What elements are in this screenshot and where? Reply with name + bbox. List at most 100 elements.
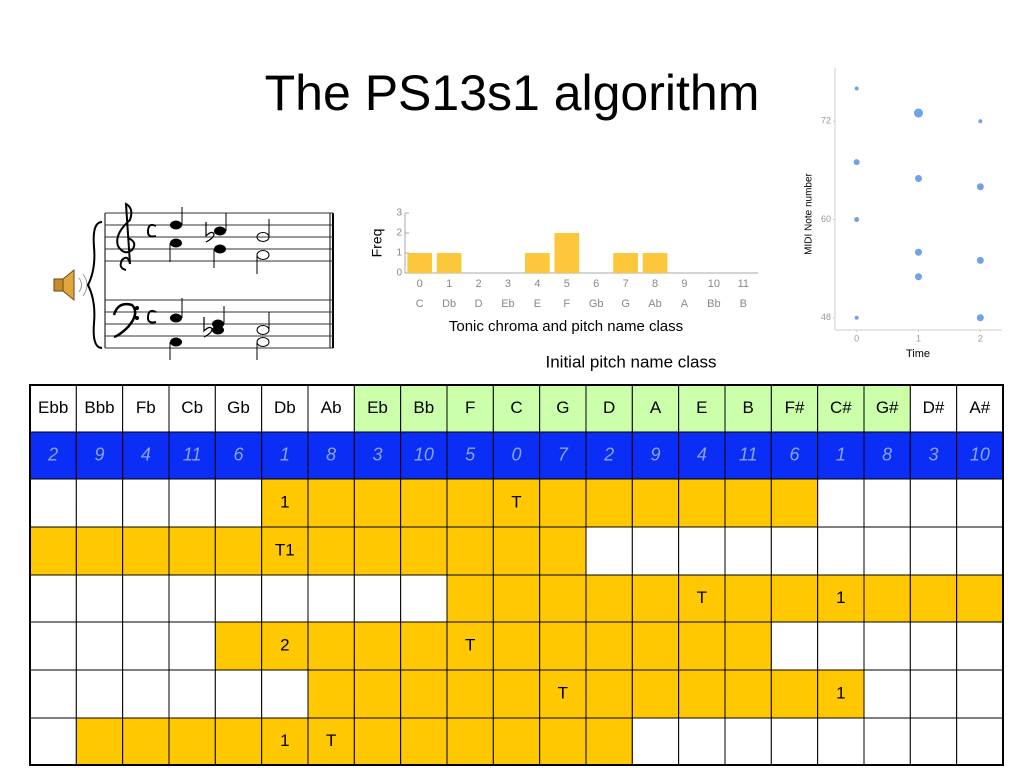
pitch-name-label: B [740, 298, 747, 310]
y-tick-label: 48 [821, 312, 831, 322]
table-cell [75, 478, 124, 528]
cell-text: T [465, 635, 475, 654]
pitch-name-label: Gb [589, 298, 604, 310]
header-text: F [465, 398, 475, 417]
table-cell [307, 669, 355, 719]
header-text: F# [785, 398, 805, 417]
data-point [854, 86, 859, 91]
table-cell [724, 717, 772, 766]
table-cell [168, 526, 216, 576]
table-cell [539, 574, 587, 623]
table-cell [724, 574, 772, 623]
pitch-name-label: Ab [648, 298, 661, 310]
table-cell [307, 526, 355, 576]
table-cell [75, 669, 124, 719]
number-text: 2 [603, 444, 614, 464]
x-tick-label: 2 [978, 333, 983, 343]
table-cell [29, 478, 77, 528]
table-cell [400, 478, 448, 528]
x-tick-label: 10 [708, 278, 720, 290]
bar [554, 233, 580, 273]
table-cell [168, 478, 216, 528]
x-tick-label: 9 [681, 278, 687, 290]
header-cell [678, 384, 726, 433]
bar [525, 253, 550, 273]
header-cell [539, 384, 587, 433]
table-cell [492, 669, 541, 719]
header-text: D# [923, 398, 945, 417]
x-tick-label: 1 [916, 333, 921, 343]
header-cell [585, 384, 633, 433]
table-cell [863, 621, 911, 671]
number-text: 6 [789, 444, 800, 464]
number-text: 11 [739, 444, 758, 464]
cell-text: T [558, 683, 568, 702]
header-text: Ab [321, 398, 342, 417]
number-cell [956, 431, 1004, 480]
table-cell [817, 669, 865, 719]
table-cell [585, 478, 633, 528]
header-cell [400, 384, 448, 433]
table-cell [446, 478, 494, 528]
table-cell [631, 526, 680, 576]
number-text: 4 [697, 444, 707, 464]
table-cell [492, 478, 541, 528]
number-cell [631, 431, 680, 480]
pitch-name-label: Bb [707, 298, 720, 310]
header-cell [492, 384, 541, 433]
table-cell [29, 669, 77, 719]
header-cell [75, 384, 124, 433]
table-cell [261, 574, 309, 623]
pitch-name-label: D [475, 298, 483, 310]
table-cell [122, 478, 170, 528]
table-cell [956, 717, 1004, 766]
number-text: 10 [414, 444, 434, 464]
table-cell [631, 621, 680, 671]
y-axis-label: Freq [369, 229, 385, 258]
table-cell [353, 478, 402, 528]
table-cell [400, 717, 448, 766]
table-cell [863, 717, 911, 766]
data-point [853, 159, 860, 166]
header-cell [214, 384, 263, 433]
table-cell [122, 526, 170, 576]
header-text: Bb [413, 398, 434, 417]
x-tick-label: 5 [564, 278, 570, 290]
table-cell [29, 574, 77, 623]
data-point [914, 108, 923, 118]
x-axis-label: Tonic chroma and pitch name class [449, 318, 683, 335]
cell-text: 1 [836, 683, 845, 702]
x-axis-label: Time [906, 348, 930, 360]
table-cell [678, 717, 726, 766]
x-tick-label: 3 [505, 278, 511, 290]
table-cell [29, 526, 77, 576]
bar [407, 253, 433, 273]
x-tick-label: 0 [854, 333, 859, 343]
header-text: A [650, 398, 662, 417]
table-cell [214, 574, 263, 623]
table-cell [585, 669, 633, 719]
number-text: 8 [326, 444, 336, 464]
bar [436, 253, 462, 273]
header-cell [817, 384, 865, 433]
number-cell [539, 431, 587, 480]
header-text: Cb [181, 398, 203, 417]
y-tick-label: 60 [821, 214, 831, 224]
table-cell [909, 717, 958, 766]
header-text: Gb [227, 398, 250, 417]
header-text: C# [830, 398, 852, 417]
header-text: B [742, 398, 753, 417]
number-text: 4 [141, 444, 151, 464]
data-point [854, 216, 860, 222]
x-tick-label: 2 [475, 278, 481, 290]
table-cell [909, 621, 958, 671]
number-text: 1 [280, 444, 290, 464]
table-cell [817, 621, 865, 671]
table-cell [724, 621, 772, 671]
header-text: G [556, 398, 569, 417]
number-text: 3 [928, 444, 938, 464]
table-cell [539, 621, 587, 671]
table-cell [585, 526, 633, 576]
data-point [976, 183, 984, 191]
